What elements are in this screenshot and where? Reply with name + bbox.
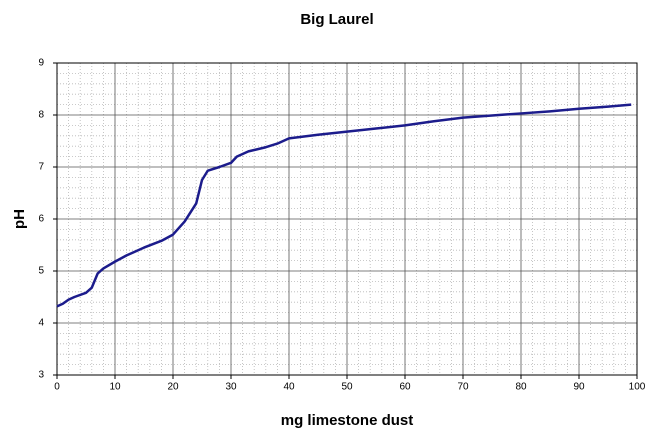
- y-tick-label: 4: [38, 318, 44, 329]
- y-tick-label: 9: [38, 58, 44, 69]
- y-tick-label: 3: [38, 370, 44, 381]
- x-tick-label: 10: [109, 382, 121, 393]
- y-tick-label: 6: [38, 214, 44, 225]
- x-tick-label: 70: [457, 382, 469, 393]
- x-tick-label: 100: [629, 382, 646, 393]
- x-tick-label: 90: [573, 382, 585, 393]
- y-axis-label: pH: [11, 209, 28, 229]
- y-tick-label: 7: [38, 162, 44, 173]
- x-tick-label: 40: [283, 382, 295, 393]
- y-tick-label: 5: [38, 266, 44, 277]
- x-tick-label: 20: [167, 382, 179, 393]
- x-tick-label: 30: [225, 382, 237, 393]
- chart-title: Big Laurel: [300, 11, 373, 28]
- x-tick-label: 80: [515, 382, 527, 393]
- x-axis-label: mg limestone dust: [281, 412, 414, 429]
- plot-frame: [56, 62, 638, 376]
- x-tick-label: 0: [54, 382, 60, 393]
- x-tick-label: 50: [341, 382, 353, 393]
- y-tick-label: 8: [38, 110, 44, 121]
- data-line: [56, 103, 632, 308]
- x-tick-label: 60: [399, 382, 411, 393]
